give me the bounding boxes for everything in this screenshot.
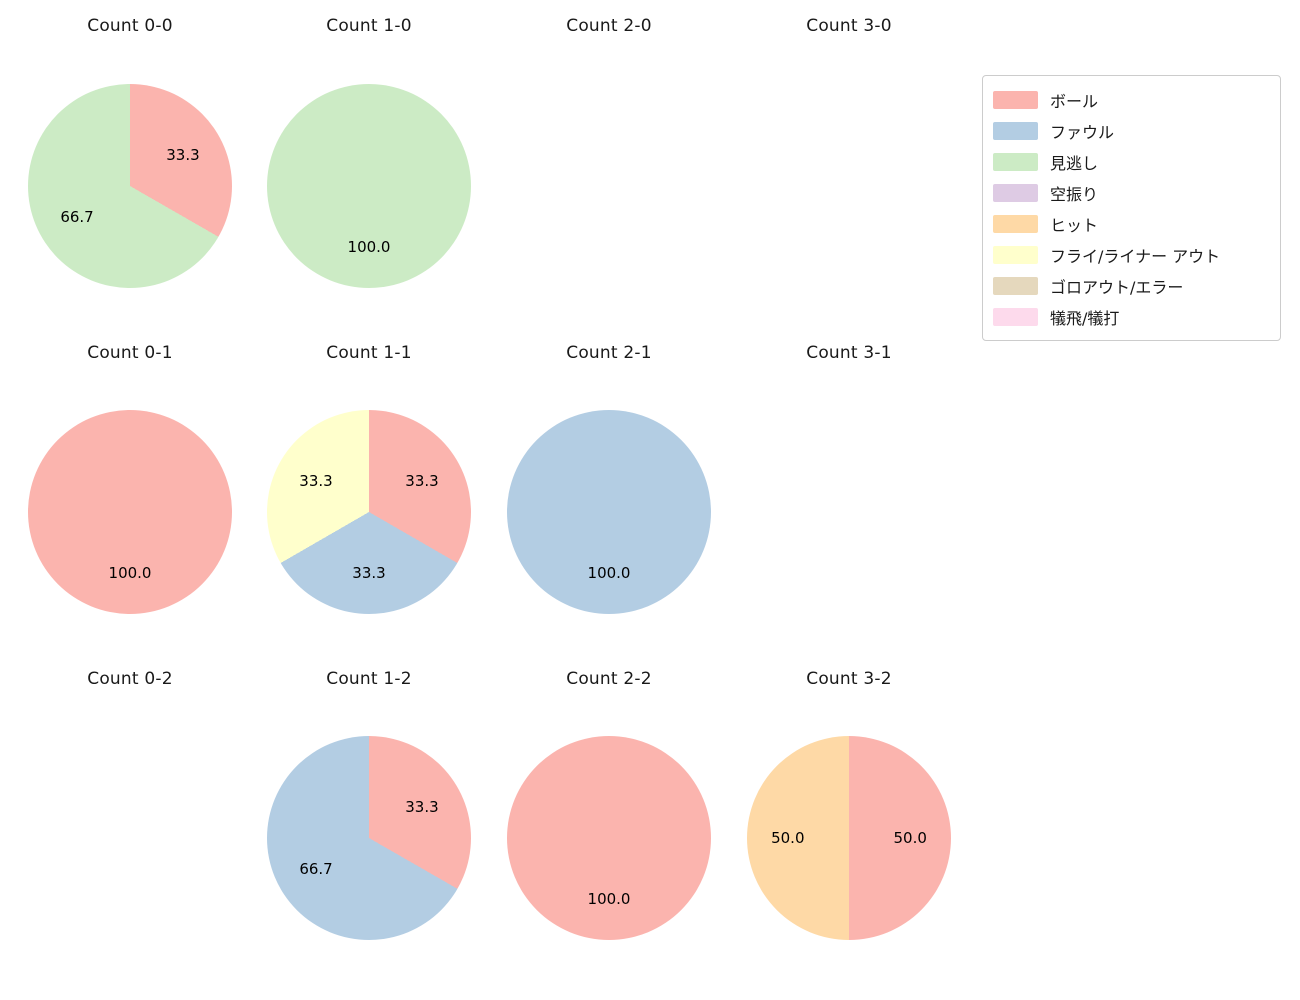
pie-title: Count 2-2 xyxy=(566,669,652,689)
legend-swatch xyxy=(993,276,1038,295)
legend-label: ゴロアウト/エラー xyxy=(1050,277,1184,297)
pie-title: Count 0-0 xyxy=(87,16,173,36)
pie-chart: 100.0 xyxy=(28,410,232,614)
legend-swatch xyxy=(993,90,1038,109)
slice-percent-label: 66.7 xyxy=(299,859,333,878)
pie-chart: 100.0 xyxy=(507,410,711,614)
legend: ボールファウル見逃し空振りヒットフライ/ライナー アウト ゴロアウト/エラー 犠飛/… xyxy=(982,75,1281,341)
legend-item: ヒット xyxy=(993,208,1270,239)
legend-swatch xyxy=(993,121,1038,140)
legend-item: ファウル xyxy=(993,115,1270,146)
pie-title: Count 1-2 xyxy=(326,669,412,689)
pie-title: Count 0-1 xyxy=(87,343,173,363)
legend-label: 空振り xyxy=(1050,184,1099,204)
pie-title: Count 1-0 xyxy=(326,16,412,36)
slice-percent-label: 33.3 xyxy=(299,472,333,491)
legend-item: フライ/ライナー アウト xyxy=(993,239,1270,270)
legend-label: フライ/ライナー アウト xyxy=(1050,246,1221,266)
pie-title: Count 3-2 xyxy=(806,669,892,689)
pie-title: Count 1-1 xyxy=(326,343,412,363)
slice-percent-label: 33.3 xyxy=(352,564,386,583)
legend-label: ボール xyxy=(1050,91,1099,111)
pie-chart: 33.3 66.7 xyxy=(28,84,232,288)
legend-item: ボール xyxy=(993,84,1270,115)
slice-percent-label: 33.3 xyxy=(405,798,439,817)
legend-label: ヒット xyxy=(1050,215,1099,235)
pie-chart: 33.3 33.3 33.3 xyxy=(267,410,471,614)
legend-item: ゴロアウト/エラー xyxy=(993,270,1270,301)
legend-swatch xyxy=(993,245,1038,264)
pie-title: Count 2-0 xyxy=(566,16,652,36)
slice-percent-label: 50.0 xyxy=(771,829,805,847)
legend-swatch xyxy=(993,183,1038,202)
legend-swatch xyxy=(993,307,1038,326)
slice-percent-label: 100.0 xyxy=(347,238,391,257)
slice-percent-label: 100.0 xyxy=(587,564,631,583)
pie-chart: 100.0 xyxy=(267,84,471,288)
slice-percent-label: 33.3 xyxy=(405,472,439,491)
pie-chart: 100.0 xyxy=(507,736,711,940)
pie-title: Count 2-1 xyxy=(566,343,652,363)
legend-item: 見逃し xyxy=(993,146,1270,177)
pie-title: Count 3-1 xyxy=(806,343,892,363)
legend-item: 犠飛/犠打 xyxy=(993,301,1270,332)
legend-swatch xyxy=(993,214,1038,233)
slice-percent-label: 100.0 xyxy=(108,564,152,583)
slice-percent-label: 33.3 xyxy=(166,146,200,165)
pie-title: Count 0-2 xyxy=(87,669,173,689)
pie-chart: 50.0 50.0 xyxy=(747,736,951,940)
pie-title: Count 3-0 xyxy=(806,16,892,36)
legend-label: 見逃し xyxy=(1050,153,1099,173)
slice-percent-label: 50.0 xyxy=(893,829,927,847)
legend-swatch xyxy=(993,152,1038,171)
slice-percent-label: 66.7 xyxy=(60,207,94,226)
slice-percent-label: 100.0 xyxy=(587,890,631,909)
pie-chart: 33.3 66.7 xyxy=(267,736,471,940)
legend-label: 犠飛/犠打 xyxy=(1050,308,1120,328)
legend-item: 空振り xyxy=(993,177,1270,208)
legend-label: ファウル xyxy=(1050,122,1115,142)
